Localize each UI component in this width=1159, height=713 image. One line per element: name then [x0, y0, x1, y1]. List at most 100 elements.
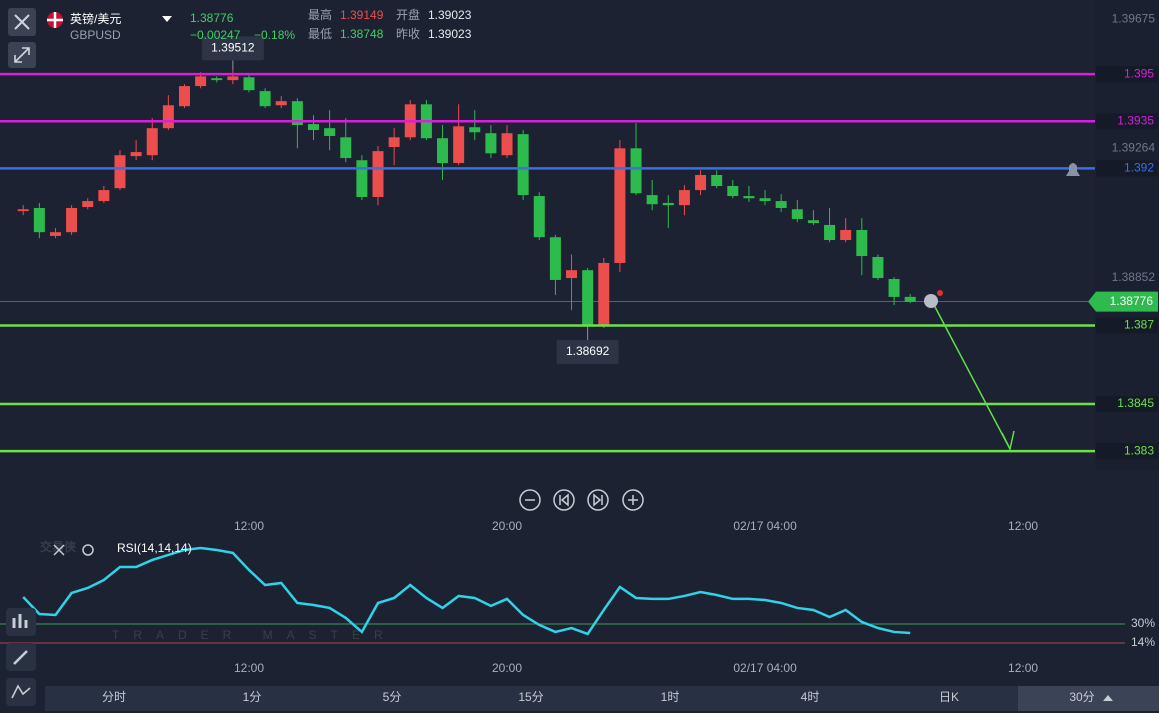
candle-body [807, 220, 819, 224]
flag-cross [47, 12, 63, 28]
level-label-box [1096, 66, 1158, 83]
candle-body [195, 76, 207, 87]
info-icon[interactable] [924, 294, 938, 308]
y-tick-label: 1.38852 [1112, 270, 1156, 284]
candle-body [662, 202, 674, 206]
x-tick-label: 20:00 [492, 661, 522, 675]
level-label: 1.395 [1124, 66, 1154, 80]
rsi-line [22, 546, 911, 636]
active-tab-bg [1018, 686, 1159, 711]
stat-label: 最低 [308, 27, 332, 41]
candle-body [727, 185, 739, 197]
candle-body [775, 201, 787, 208]
level-label: 1.387 [1124, 318, 1154, 332]
candle-body [517, 134, 529, 196]
zoom-out-button[interactable] [519, 489, 541, 511]
candle-body [824, 224, 836, 241]
candle-body [840, 229, 852, 241]
price-change-percent: −0.18% [254, 28, 295, 42]
tab[interactable]: 分时 [102, 690, 126, 704]
prev-button[interactable] [553, 489, 575, 511]
candle-body [501, 133, 513, 156]
tab[interactable]: 1时 [661, 690, 680, 704]
level-label: 1.383 [1124, 443, 1154, 457]
next-button[interactable] [587, 489, 609, 511]
candle-body [856, 229, 868, 257]
tab[interactable]: 15分 [518, 690, 543, 704]
candle-body [340, 137, 352, 159]
candle-body [49, 232, 61, 236]
level-label-box [1096, 396, 1158, 413]
callout-box [556, 339, 619, 364]
current-price-label: 1.38776 [1110, 294, 1154, 308]
rsi-tick-label: 30% [1131, 616, 1155, 630]
stat-value: 1.39023 [428, 8, 472, 22]
watermark-title: 交易侠 [40, 539, 77, 554]
rsi-title: RSI(14,14,14) [117, 541, 192, 555]
tabs: 分时 1分 5分 15分 1时 4时 日K 30分 [102, 690, 1113, 704]
tab[interactable]: 30分 [1069, 690, 1094, 704]
candle-body [17, 209, 29, 212]
tab-bar [45, 686, 1159, 711]
candle-body [469, 127, 481, 133]
candle-body [678, 190, 690, 206]
rsi-close[interactable] [53, 544, 65, 556]
candle-body [211, 78, 223, 81]
rsi-settings[interactable] [82, 544, 94, 556]
candle-body [646, 195, 658, 205]
candle-body [259, 91, 271, 107]
candle-body [130, 152, 142, 157]
x-tick-label: 12:00 [234, 519, 264, 533]
tab[interactable]: 5分 [383, 690, 402, 704]
level-label-box [1096, 317, 1158, 334]
rsi-tick-label: 14% [1131, 635, 1155, 649]
tab[interactable]: 4时 [801, 690, 820, 704]
candle-body [566, 270, 578, 279]
candle-body [308, 124, 320, 131]
nav-buttons [519, 489, 644, 511]
high-callout: 1.39512 [211, 41, 255, 55]
alert-dot [937, 290, 943, 296]
dropdown-arrow[interactable] [162, 16, 172, 22]
x-tick-label: 02/17 04:00 [733, 519, 797, 533]
tab-arrow [1103, 695, 1113, 701]
tab[interactable]: 日K [939, 690, 959, 704]
candle-body [275, 101, 287, 106]
zoom-in-button[interactable] [622, 489, 644, 511]
candle-body [485, 133, 497, 154]
level-label-box [1096, 160, 1158, 177]
stat-value: 1.38748 [340, 27, 384, 41]
y-tick-label: 1.39264 [1112, 140, 1156, 154]
last-price: 1.38776 [190, 11, 234, 25]
candle-body [66, 207, 78, 233]
symbol-title[interactable]: 英镑/美元 [70, 11, 121, 26]
next-icon [593, 493, 603, 507]
candle-body [453, 126, 465, 164]
level-label: 1.3935 [1117, 113, 1154, 127]
candle-body [888, 278, 900, 297]
candle-body [324, 128, 336, 137]
candle-body [291, 101, 303, 126]
tab[interactable]: 1分 [243, 690, 262, 704]
level-label-box [1096, 443, 1158, 460]
x-tick-label: 12:00 [234, 661, 264, 675]
x-tick-label: 20:00 [492, 519, 522, 533]
candle-body [904, 296, 916, 302]
x-tick-label: 12:00 [1008, 661, 1038, 675]
close-icon [14, 14, 30, 30]
candle-body [872, 256, 884, 279]
candle-body [437, 138, 449, 164]
candle-body [630, 148, 642, 194]
candle-body [614, 148, 626, 263]
x-tick-label: 02/17 04:00 [733, 661, 797, 675]
symbol-code: GBPUSD [70, 28, 121, 42]
low-callout: 1.38692 [566, 344, 610, 358]
stat-value: 1.39149 [340, 8, 384, 22]
level-label: 1.3845 [1117, 396, 1154, 410]
stat-value: 1.39023 [428, 27, 472, 41]
bell-icon[interactable] [1066, 163, 1080, 176]
candle-body [533, 196, 545, 238]
projection-arrow [933, 304, 1015, 452]
